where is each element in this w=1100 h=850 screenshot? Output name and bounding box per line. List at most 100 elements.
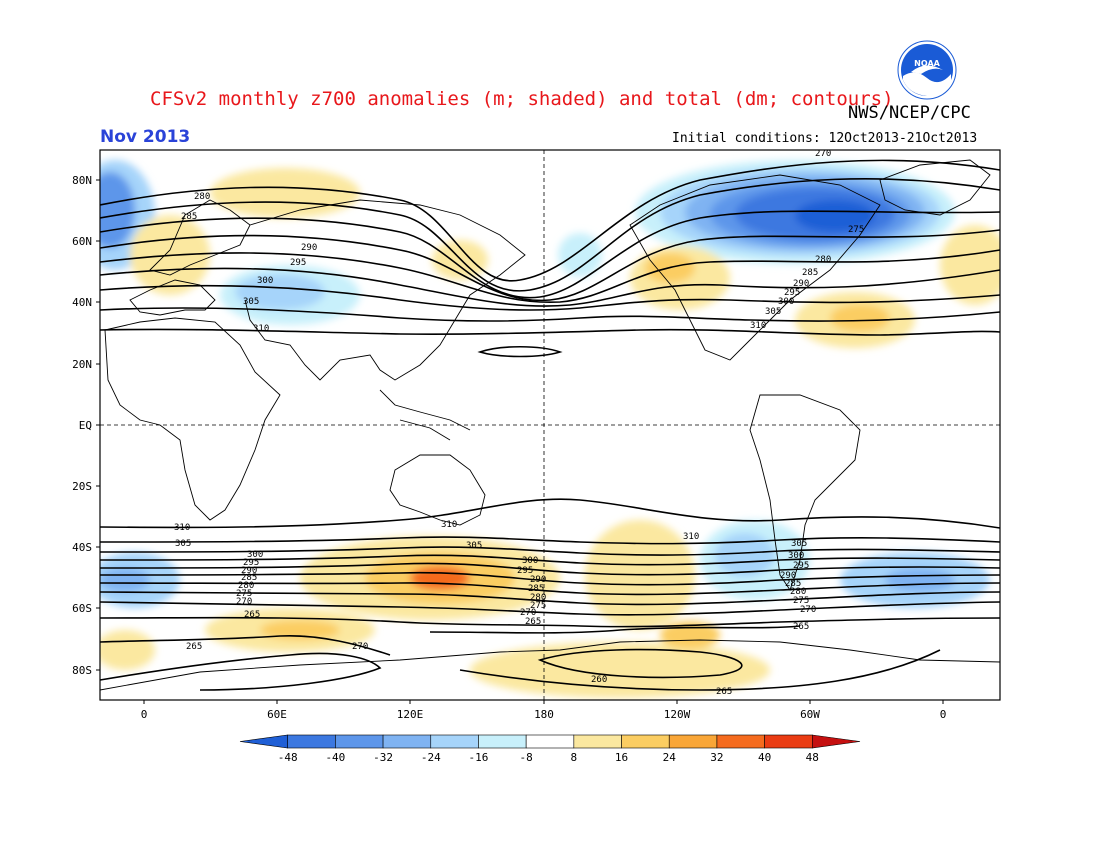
contour-label: 300 [788, 551, 804, 561]
contour-label: 310 [253, 324, 269, 334]
contour-label: 305 [243, 297, 259, 307]
contour-label: 275 [236, 589, 252, 599]
contour-label: 295 [793, 561, 809, 571]
lat-label: 60S [72, 602, 92, 615]
lon-label: 0 [141, 708, 148, 721]
lon-axis: 0 60E 120E 180 120W 60W 0 [141, 700, 947, 721]
lon-label: 60E [267, 708, 287, 721]
contour-label: 280 [790, 587, 806, 597]
legend-swatch [812, 734, 861, 749]
contour-label: 310 [683, 532, 699, 542]
contour-labels: 280 285 290 295 300 305 310 270 275 280 … [174, 149, 864, 697]
lon-label: 60W [800, 708, 820, 721]
contour-label: 270 [352, 642, 368, 652]
contour-label: 310 [441, 520, 457, 530]
contour-label: 305 [466, 541, 482, 551]
noaa-logo-text: NOAA [914, 59, 940, 68]
legend-swatch [239, 734, 288, 749]
organization-label: NWS/NCEP/CPC [848, 103, 971, 123]
legend-swatch [764, 734, 813, 749]
contour-label: 300 [778, 297, 794, 307]
legend-swatch [335, 734, 384, 749]
lon-label: 120E [397, 708, 424, 721]
contour-label: 300 [247, 550, 263, 560]
lat-label: EQ [79, 419, 92, 432]
coastlines [100, 159, 1000, 691]
contour-label: 280 [238, 581, 254, 591]
contour-label: 285 [528, 584, 544, 594]
contour-label: 295 [290, 258, 306, 268]
legend-tick-label: -32 [373, 751, 393, 764]
lon-label: 120W [664, 708, 691, 721]
contour-label: 305 [765, 307, 781, 317]
contour-label: 305 [175, 539, 191, 549]
contour-label: 280 [815, 255, 831, 265]
legend-swatch [287, 734, 336, 749]
contour-label: 275 [848, 225, 864, 235]
contour-label: 260 [591, 675, 607, 685]
contour-label: 285 [241, 573, 257, 583]
lat-label: 80N [72, 174, 92, 187]
contour-label: 280 [194, 192, 210, 202]
legend-tick-label: 24 [663, 751, 677, 764]
contour-label: 275 [530, 601, 546, 611]
contour-label: 270 [800, 605, 816, 615]
lat-label: 80S [72, 664, 92, 677]
contour-label: 280 [530, 593, 546, 603]
contour-label: 310 [174, 523, 190, 533]
contour-label: 290 [301, 243, 317, 253]
contour-label: 295 [517, 566, 533, 576]
contour-label: 285 [181, 212, 197, 222]
legend-swatch [668, 734, 718, 749]
legend-tick-label: 16 [615, 751, 628, 764]
legend-tick-label: -48 [278, 751, 298, 764]
contour-label: 300 [522, 556, 538, 566]
contour-label: 265 [525, 617, 541, 627]
legend-swatch [716, 734, 765, 749]
height-contours [100, 159, 1000, 691]
contour-label: 290 [793, 279, 809, 289]
legend-swatch [573, 734, 622, 749]
initial-conditions: Initial conditions: 12Oct2013-21Oct2013 [672, 131, 978, 146]
legend-tick-label: 48 [806, 751, 819, 764]
legend-tick-label: 40 [758, 751, 771, 764]
contour-label: 275 [793, 596, 809, 606]
contour-label: 285 [802, 268, 818, 278]
contour-label: 270 [236, 597, 252, 607]
legend-swatch [430, 734, 479, 749]
lat-label: 20N [72, 358, 92, 371]
lat-label: 40S [72, 541, 92, 554]
contour-label: 290 [780, 571, 796, 581]
legend-tick-label: -40 [325, 751, 345, 764]
contour-label: 310 [750, 321, 766, 331]
contour-label: 265 [716, 687, 732, 697]
legend-swatch [382, 734, 432, 749]
lon-label: 0 [940, 708, 947, 721]
contour-label: 265 [793, 622, 809, 632]
contour-label: 265 [186, 642, 202, 652]
legend-tick-label: -16 [469, 751, 489, 764]
legend-swatch [621, 734, 670, 749]
contour-label: 290 [530, 575, 546, 585]
legend-tick-label: -24 [421, 751, 441, 764]
forecast-month: Nov 2013 [100, 127, 191, 147]
legend-swatch [525, 734, 575, 749]
contour-label: 265 [244, 610, 260, 620]
contour-label: 300 [257, 276, 273, 286]
contour-label: 305 [791, 539, 807, 549]
legend-tick-label: 8 [571, 751, 578, 764]
lon-label: 180 [534, 708, 554, 721]
noaa-logo: NOAA [897, 40, 957, 100]
lat-label: 60N [72, 235, 92, 248]
lat-axis: 80N 60N 40N 20N EQ 20S 40S 60S 80S [72, 174, 100, 677]
lat-label: 40N [72, 296, 92, 309]
contour-label: 270 [815, 149, 831, 159]
lat-label: 20S [72, 480, 92, 493]
contour-label: 285 [785, 579, 801, 589]
color-legend: -48 -40 -32 -24 -16 -8 8 16 24 32 40 48 [239, 734, 861, 764]
contour-label: 295 [784, 288, 800, 298]
legend-swatch [478, 734, 527, 749]
legend-tick-label: -8 [520, 751, 533, 764]
contour-label: 295 [243, 558, 259, 568]
